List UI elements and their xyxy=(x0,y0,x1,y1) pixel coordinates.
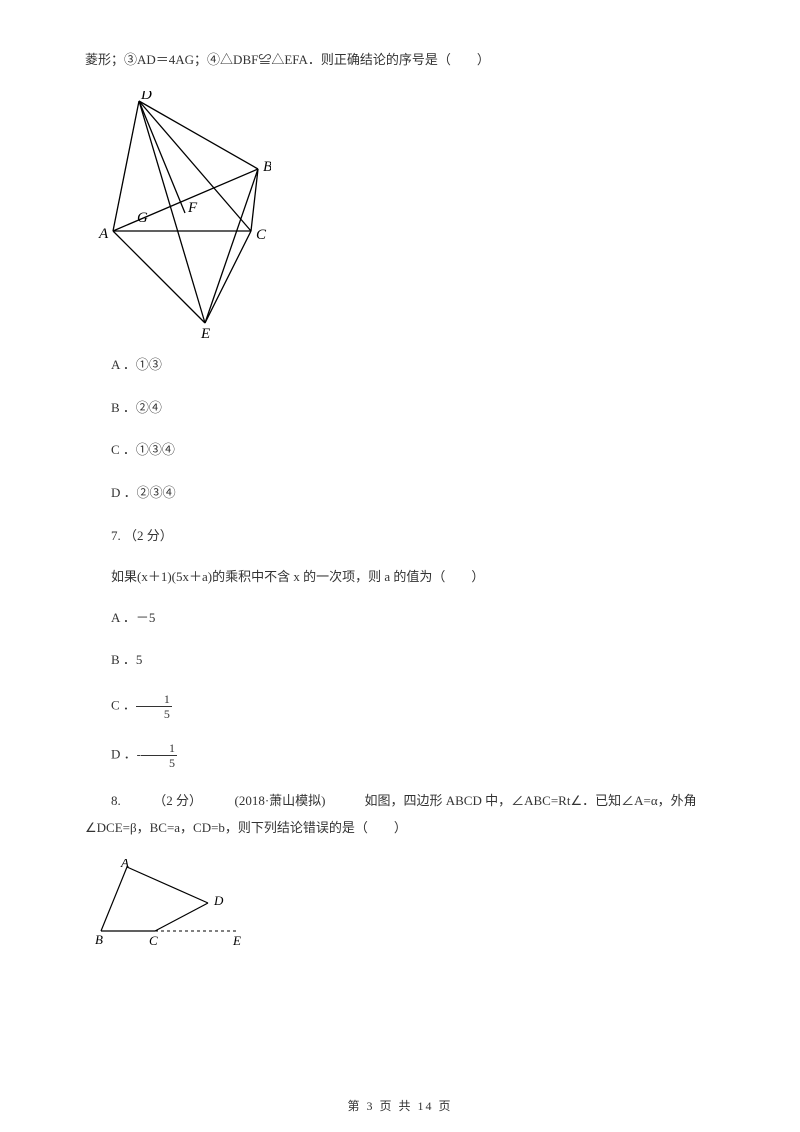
svg-text:G: G xyxy=(137,210,148,226)
q7-option-d: D ．-15 xyxy=(85,742,715,769)
q7-option-d-prefix: D ．- xyxy=(111,747,141,762)
q6-option-d: D ．②③④ xyxy=(85,483,715,504)
q6-option-c: C ．①③④ xyxy=(85,440,715,461)
q7-option-c: C ．15 xyxy=(85,693,715,720)
svg-text:B: B xyxy=(95,932,103,947)
page: 菱形；③AD＝4AG；④△DBF≌△EFA．则正确结论的序号是（ ） D B C A E… xyxy=(0,0,800,1132)
q7-option-d-frac: 15 xyxy=(141,742,177,769)
q7-option-d-num: 1 xyxy=(141,742,177,756)
q6-stem-line: 菱形；③AD＝4AG；④△DBF≌△EFA．则正确结论的序号是（ ） xyxy=(85,50,715,71)
svg-text:D: D xyxy=(140,91,152,103)
q7-option-c-den: 5 xyxy=(136,707,172,720)
svg-text:E: E xyxy=(200,326,210,341)
svg-text:C: C xyxy=(149,933,158,948)
q7-option-b: B ．5 xyxy=(85,650,715,671)
q7-option-c-frac: 15 xyxy=(136,693,172,720)
q8-header-line2: ∠DCE=β，BC=a，CD=b，则下列结论错误的是（ ） xyxy=(85,818,715,839)
q6-option-b: B ．②④ xyxy=(85,398,715,419)
q7-option-d-den: 5 xyxy=(141,756,177,769)
svg-text:D: D xyxy=(213,893,224,908)
q7-option-c-num: 1 xyxy=(136,693,172,707)
svg-text:C: C xyxy=(256,227,267,243)
q7-stem: 如果(x＋1)(5x＋a)的乘积中不含 x 的一次项，则 a 的值为（ ） xyxy=(85,567,715,588)
svg-text:B: B xyxy=(263,159,271,175)
q6-figure-svg: D B C A E F G xyxy=(93,91,271,341)
q8-header-line1: 8. （2 分） (2018·萧山模拟) 如图，四边形 ABCD 中，∠ABC=… xyxy=(85,791,715,812)
q7-option-a: A ．－5 xyxy=(85,608,715,629)
page-footer: 第 3 页 共 14 页 xyxy=(0,1097,800,1114)
q8-diagram: A B C D E xyxy=(93,859,715,951)
svg-text:A: A xyxy=(120,859,129,870)
q8-figure-svg: A B C D E xyxy=(93,859,248,951)
svg-text:A: A xyxy=(98,226,109,242)
q7-option-c-prefix: C ． xyxy=(111,698,136,713)
q7-header: 7. （2 分） xyxy=(85,526,715,547)
q6-diagram: D B C A E F G xyxy=(93,91,715,341)
svg-text:F: F xyxy=(187,200,198,216)
q6-option-a: A ．①③ xyxy=(85,355,715,376)
svg-text:E: E xyxy=(232,933,241,948)
